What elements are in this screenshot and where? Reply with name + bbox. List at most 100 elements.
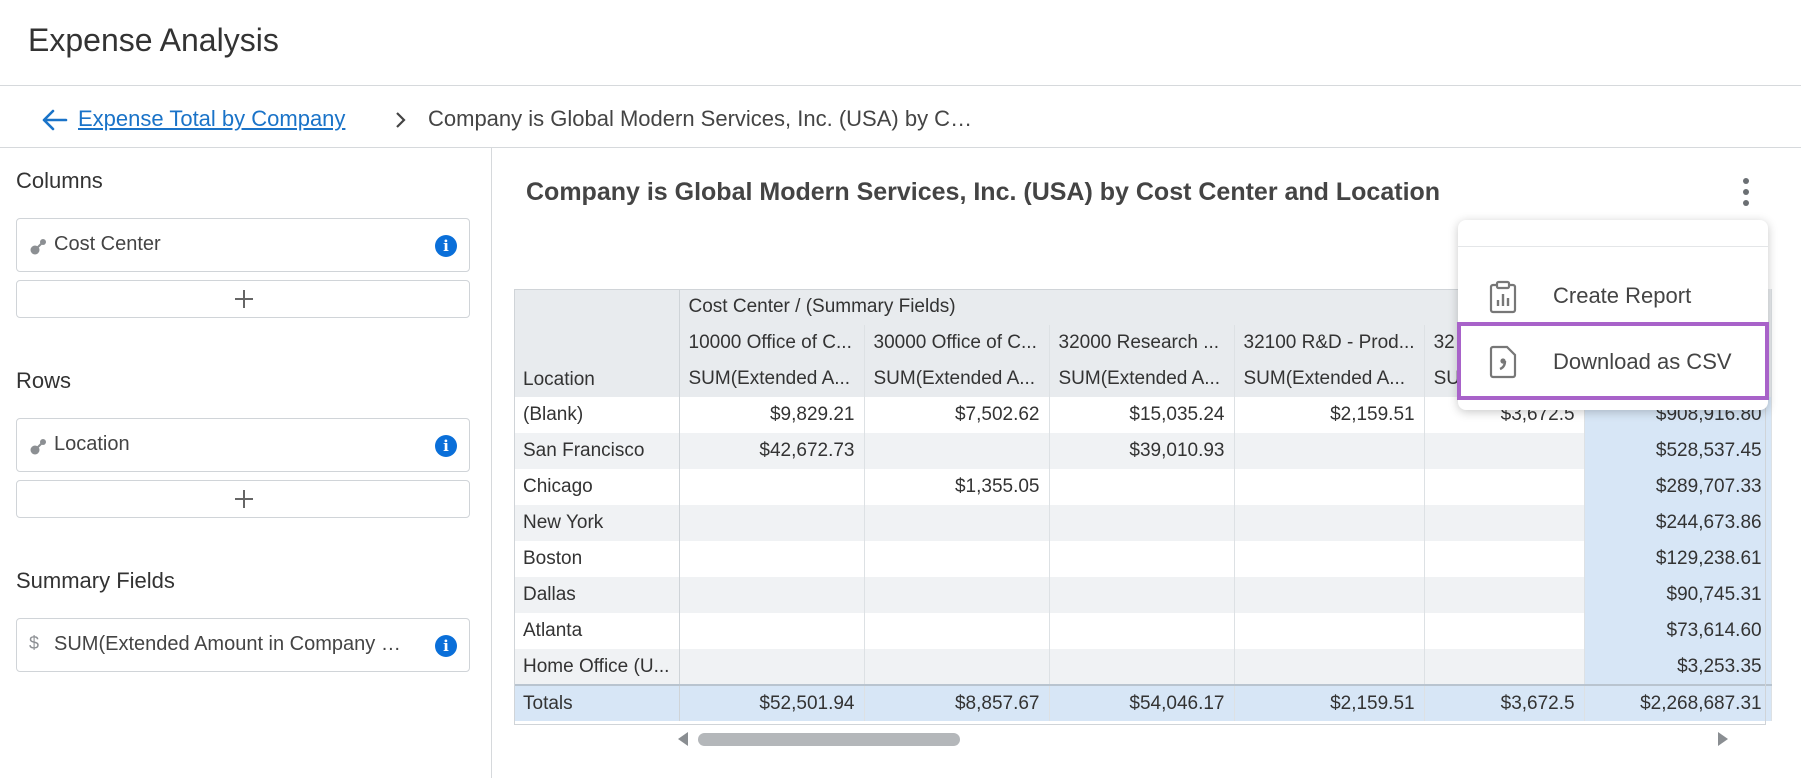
table-cell[interactable] [1234, 433, 1425, 469]
table-row: San Francisco $42,672.73 $39,010.93 $528,53… [514, 433, 1772, 469]
table-cell[interactable] [679, 469, 865, 505]
table-cell[interactable]: $42,672.73 [679, 433, 865, 469]
table-cell[interactable]: $39,010.93 [1049, 433, 1235, 469]
table-cell[interactable]: $2,159.51 [1234, 397, 1425, 433]
row-label[interactable]: (Blank) [514, 397, 680, 433]
total-cell[interactable]: $52,501.94 [679, 684, 865, 721]
scroll-left-icon[interactable] [678, 732, 688, 746]
download-csv-menu-item[interactable]: Download as CSV [1457, 322, 1769, 400]
table-cell[interactable] [1424, 541, 1585, 577]
table-cell[interactable] [679, 505, 865, 541]
row-label[interactable]: Chicago [514, 469, 680, 505]
table-cell[interactable]: $289,707.33 [1584, 469, 1772, 505]
table-cell[interactable]: $73,614.60 [1584, 613, 1772, 649]
horizontal-scrollbar[interactable] [678, 728, 1728, 750]
column-header[interactable]: 30000 Office of C... [864, 325, 1050, 361]
more-options-icon[interactable] [1740, 178, 1752, 212]
total-cell[interactable]: $8,857.67 [864, 684, 1050, 721]
table-cell[interactable] [864, 505, 1050, 541]
table-cell[interactable] [679, 577, 865, 613]
table-cell[interactable] [1234, 613, 1425, 649]
dimension-icon [30, 439, 46, 455]
table-cell[interactable] [1049, 541, 1235, 577]
table-cell[interactable] [1049, 577, 1235, 613]
columns-field-pill[interactable]: Cost Center i [16, 218, 470, 272]
table-cell[interactable] [1234, 505, 1425, 541]
table-cell[interactable]: $1,355.05 [864, 469, 1050, 505]
field-header: SUM(Extended A... [1234, 361, 1425, 397]
field-header: SUM(Extended A... [1049, 361, 1235, 397]
table-cell[interactable] [1234, 541, 1425, 577]
breadcrumb-back-link[interactable]: Expense Total by Company [78, 106, 346, 131]
column-header[interactable]: 32000 Research ... [1049, 325, 1235, 361]
table-cell[interactable] [864, 577, 1050, 613]
table-cell[interactable] [1049, 505, 1235, 541]
breadcrumb-current: Company is Global Modern Services, Inc. … [428, 106, 973, 131]
rows-field-pill[interactable]: Location i [16, 418, 470, 472]
total-cell[interactable]: $2,268,687.31 [1584, 684, 1772, 721]
rows-field-label: Location [54, 433, 130, 455]
row-label[interactable]: San Francisco [514, 433, 680, 469]
table-cell[interactable] [1234, 577, 1425, 613]
table-cell[interactable] [1424, 577, 1585, 613]
options-menu: Create Report Download as CSV [1457, 220, 1769, 410]
total-cell[interactable]: $54,046.17 [1049, 684, 1235, 721]
summary-field-pill[interactable]: $ SUM(Extended Amount in Company … i [16, 618, 470, 672]
row-label[interactable]: New York [514, 505, 680, 541]
scrollbar-thumb[interactable] [698, 733, 960, 746]
info-icon[interactable]: i [435, 635, 457, 657]
table-cell[interactable] [1049, 469, 1235, 505]
csv-comma-icon [1489, 345, 1517, 379]
table-cell[interactable] [1424, 505, 1585, 541]
currency-icon: $ [29, 633, 40, 653]
table-cell[interactable] [864, 541, 1050, 577]
column-header[interactable]: 10000 Office of C... [679, 325, 865, 361]
clipboard-chart-icon [1489, 280, 1517, 314]
table-cell[interactable] [864, 613, 1050, 649]
back-arrow-icon[interactable] [40, 108, 68, 132]
row-label[interactable]: Boston [514, 541, 680, 577]
row-label[interactable]: Dallas [514, 577, 680, 613]
table-cell[interactable] [1424, 433, 1585, 469]
column-header[interactable]: 32100 R&D - Prod... [1234, 325, 1425, 361]
create-report-menu-item[interactable]: Create Report [1458, 264, 1768, 328]
table-cell[interactable] [1424, 613, 1585, 649]
table-cell[interactable]: $129,238.61 [1584, 541, 1772, 577]
totals-label: Totals [514, 684, 680, 721]
info-icon[interactable]: i [435, 235, 457, 257]
fields-panel: Columns Cost Center i Rows Location i Su… [0, 148, 492, 778]
add-column-button[interactable] [16, 280, 470, 318]
table-cell[interactable] [1424, 469, 1585, 505]
table-cell[interactable]: $3,253.35 [1584, 649, 1772, 685]
table-cell[interactable]: $528,537.45 [1584, 433, 1772, 469]
app-header: Expense Analysis [0, 0, 1801, 86]
table-cell[interactable] [679, 541, 865, 577]
table-cell[interactable] [1049, 613, 1235, 649]
total-cell[interactable]: $3,672.5 [1424, 684, 1585, 721]
table-cell[interactable] [1234, 469, 1425, 505]
table-cell[interactable]: $90,745.31 [1584, 577, 1772, 613]
plus-icon [235, 290, 253, 308]
table-cell[interactable]: $15,035.24 [1049, 397, 1235, 433]
table-cell[interactable] [864, 649, 1050, 685]
row-label[interactable]: Atlanta [514, 613, 680, 649]
table-cell[interactable]: $244,673.86 [1584, 505, 1772, 541]
table-cell[interactable]: $7,502.62 [864, 397, 1050, 433]
info-icon[interactable]: i [435, 435, 457, 457]
table-cell[interactable] [679, 649, 865, 685]
scroll-right-icon[interactable] [1718, 732, 1728, 746]
table-cell[interactable] [864, 433, 1050, 469]
table-cell[interactable] [679, 613, 865, 649]
totals-row: Totals $52,501.94 $8,857.67 $54,046.17 $… [514, 684, 1772, 721]
summary-field-label: SUM(Extended Amount in Company … [54, 633, 401, 655]
add-row-button[interactable] [16, 480, 470, 518]
field-header: SUM(Extended A... [864, 361, 1050, 397]
table-row: Dallas $90,745.31 [514, 577, 1772, 613]
row-label[interactable]: Home Office (U... [514, 649, 680, 685]
table-cell[interactable]: $9,829.21 [679, 397, 865, 433]
table-cell[interactable] [1234, 649, 1425, 685]
table-cell[interactable] [1049, 649, 1235, 685]
total-cell[interactable]: $2,159.51 [1234, 684, 1425, 721]
table-cell[interactable] [1424, 649, 1585, 685]
menu-item-label: Download as CSV [1553, 349, 1732, 374]
